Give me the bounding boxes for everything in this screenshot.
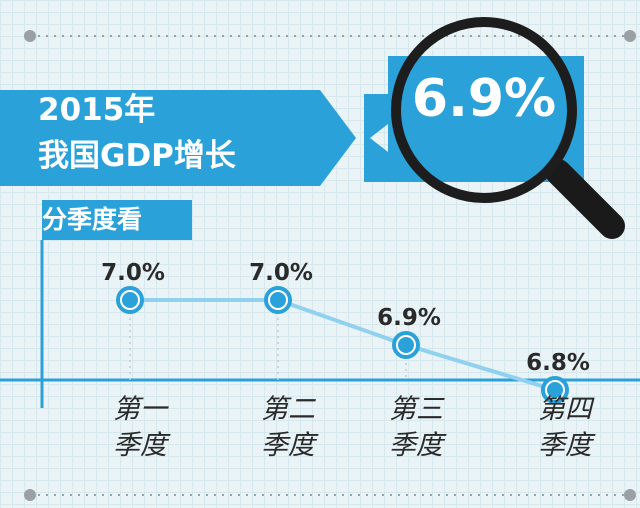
data-label: 6.9%	[377, 305, 441, 331]
highlight-value: 6.9%	[411, 69, 557, 129]
data-point	[122, 292, 138, 308]
top-right-dot	[624, 30, 636, 42]
x-tick-label: 第三	[389, 394, 445, 425]
data-point	[398, 337, 414, 353]
headline: 2015年 我国GDP增长	[0, 90, 320, 186]
title-line-2: 我国GDP增长	[38, 138, 236, 174]
subtitle-box	[42, 200, 192, 240]
headline-banner	[0, 90, 320, 186]
x-tick-label: 季度	[261, 430, 319, 461]
x-tick-label: 第二	[261, 394, 316, 425]
value-tab-left	[364, 94, 388, 182]
title-line-1: 2015年	[38, 92, 156, 128]
headline-arrow	[320, 90, 356, 186]
x-tick-label: 季度	[538, 430, 596, 461]
series-line	[130, 298, 556, 392]
data-point	[547, 382, 563, 398]
top-left-dot	[24, 30, 36, 42]
data-label: 7.0%	[101, 260, 165, 286]
magnifier-handle	[545, 159, 625, 239]
data-point	[270, 292, 286, 308]
x-tick-label: 第四	[538, 394, 595, 425]
bottom-right-dot	[624, 489, 636, 501]
bottom-left-dot	[24, 489, 36, 501]
x-tick-label: 季度	[389, 430, 447, 461]
x-tick-label: 季度	[113, 430, 171, 461]
magnifier-ring	[391, 17, 577, 203]
data-label: 6.8%	[526, 350, 590, 376]
chart-subtitle: 分季度看	[42, 205, 143, 234]
data-label: 7.0%	[249, 260, 313, 286]
x-tick-label: 第一	[113, 394, 169, 425]
